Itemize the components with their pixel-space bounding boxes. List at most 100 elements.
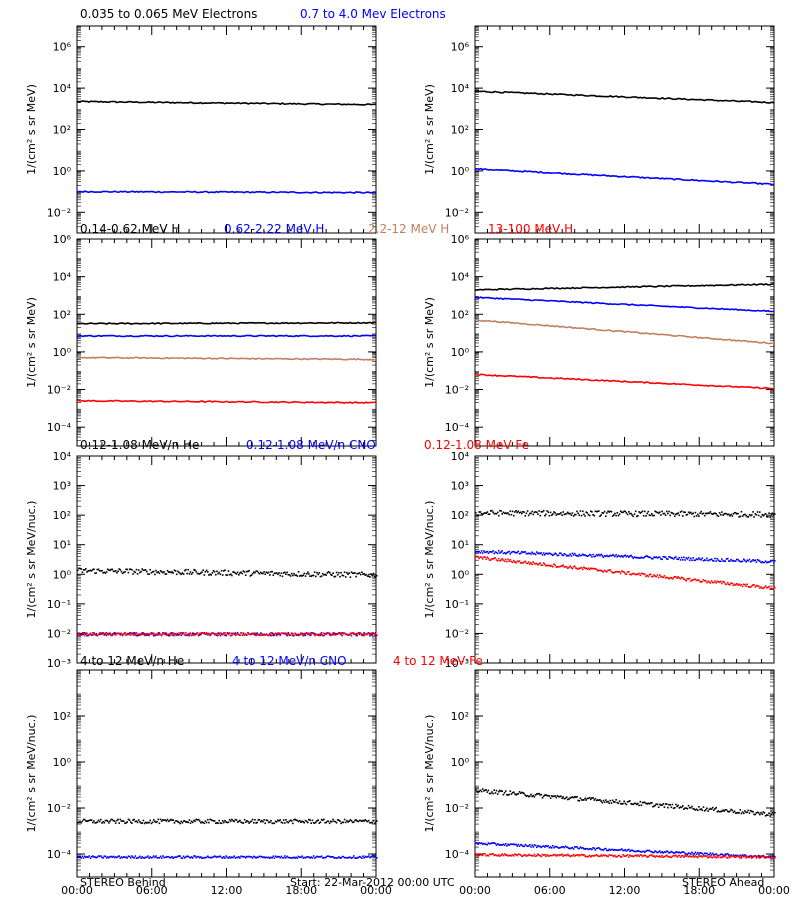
series-point [476, 555, 478, 558]
series-point [348, 634, 350, 636]
series-point [263, 633, 265, 636]
series-line [475, 296, 775, 313]
series-point [570, 855, 573, 857]
series-point [669, 556, 671, 558]
series-point [677, 576, 679, 578]
series-point [637, 854, 639, 856]
series-point [711, 581, 714, 584]
series-point [591, 797, 593, 799]
series-point [630, 512, 632, 515]
series-point [523, 551, 525, 553]
series-point [536, 562, 538, 565]
series-point [106, 568, 109, 571]
series-point [721, 810, 723, 812]
series-point [212, 632, 215, 634]
series-point [582, 568, 584, 571]
series-point [293, 819, 295, 821]
series-point [150, 632, 153, 634]
series-point [170, 818, 172, 821]
series-point [326, 855, 329, 857]
series-point [533, 562, 536, 565]
series-point [342, 574, 345, 577]
series-point [685, 853, 688, 855]
series-point [515, 552, 517, 554]
series-point [746, 855, 748, 858]
series-point [539, 855, 541, 857]
series-point [93, 820, 95, 822]
series-point [369, 576, 371, 578]
series-point [179, 632, 181, 634]
series-point [615, 514, 617, 517]
series-point [740, 857, 743, 859]
series-point [522, 855, 524, 857]
series-point [701, 852, 704, 855]
series-point [595, 847, 598, 850]
series-point [186, 855, 188, 857]
series-point [204, 820, 207, 822]
series-point [661, 510, 663, 513]
series-point [255, 634, 257, 637]
series-point [333, 820, 335, 823]
series-point [136, 821, 139, 824]
series-point [100, 818, 102, 821]
series-point [270, 634, 272, 637]
series-point [769, 815, 771, 817]
series-point [358, 633, 361, 636]
series-point [321, 819, 324, 821]
series-point [509, 790, 512, 792]
series-point [308, 573, 310, 575]
series-point [675, 854, 677, 857]
series-point [103, 855, 106, 857]
series-point [475, 788, 477, 791]
series-point [753, 584, 755, 586]
series-point [648, 803, 651, 805]
series-point [88, 855, 91, 857]
series-point [331, 574, 333, 576]
series-point [570, 514, 573, 516]
series-point [132, 856, 134, 859]
series-point [81, 632, 84, 634]
series-point [654, 510, 656, 513]
series-point [637, 849, 639, 852]
y-tick-label: 10⁰ [53, 756, 72, 769]
series-point [129, 632, 132, 634]
series-point [295, 633, 298, 636]
series-point [219, 632, 222, 634]
series-point [700, 852, 702, 854]
panel-title: 0.035 to 0.065 MeV Electrons [80, 7, 257, 21]
series-point [198, 573, 201, 575]
series-point [305, 820, 308, 823]
series-point [548, 854, 551, 857]
series-point [762, 587, 765, 590]
series-point [529, 512, 531, 515]
series-point [299, 633, 301, 636]
series-point [541, 564, 544, 567]
series-point [771, 855, 774, 857]
series-point [746, 811, 748, 814]
series-point [724, 853, 727, 855]
series-point [120, 570, 123, 573]
series-point [684, 578, 686, 581]
series-point [642, 514, 645, 517]
series-point [560, 854, 562, 856]
y-tick-label: 10⁶ [451, 233, 470, 246]
series-point [614, 555, 616, 558]
series-point [126, 632, 128, 635]
series-point [634, 510, 637, 513]
series-point [486, 556, 489, 558]
series-point [92, 634, 94, 636]
series-point [544, 794, 546, 796]
series-point [728, 560, 730, 562]
series-point [506, 845, 508, 847]
series-point [273, 822, 276, 825]
series-point [692, 579, 694, 581]
series-point [540, 564, 543, 566]
series-point [186, 821, 188, 823]
series-point [532, 513, 535, 516]
series-point [297, 855, 300, 858]
series-point [334, 857, 337, 859]
series-point [106, 820, 109, 822]
series-point [542, 562, 545, 564]
series-point [77, 632, 79, 635]
